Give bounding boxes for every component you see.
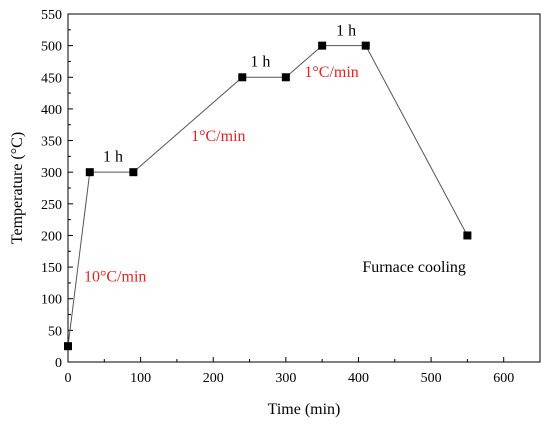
data-point (281, 73, 290, 82)
x-axis-title: Time (min) (268, 401, 341, 418)
x-tick-label: 100 (130, 371, 151, 386)
data-point (64, 342, 72, 351)
x-tick-label: 500 (421, 371, 442, 386)
line-segment (365, 45, 468, 236)
line-segment (133, 76, 243, 173)
y-tick-label: 350 (41, 135, 62, 150)
annotation-label: 1 h (250, 53, 270, 70)
annotations: 1 h 1 h 1 h 10°C/min 1°C/min 1°C/min Furnace c… (84, 22, 466, 285)
data-point (361, 41, 370, 50)
y-tick-label: 250 (41, 198, 62, 213)
data-point (318, 41, 327, 50)
annotation-label: 10°C/min (84, 269, 146, 286)
y-tick-label: 500 (41, 40, 62, 55)
y-tick-label: 450 (41, 71, 62, 86)
y-tick-label: 400 (41, 103, 62, 118)
annotation-label: Furnace cooling (362, 259, 466, 276)
x-tick-label: 200 (203, 371, 224, 386)
annotation-label: 1°C/min (304, 64, 358, 81)
annotation-label: 1 h (336, 22, 356, 39)
data-point (85, 168, 94, 177)
series-line (67, 45, 468, 347)
x-axis: 0 100 200 300 400 500 600 (65, 357, 541, 386)
y-axis: 0 50 100 150 200 250 300 350 400 450 500 550 (41, 8, 73, 371)
y-axis-title: Temperature (°C) (9, 132, 26, 244)
annotation-label: 1 h (103, 148, 123, 165)
y-tick-label: 300 (41, 166, 62, 181)
x-tick-label: 600 (493, 371, 514, 386)
data-point (463, 231, 472, 240)
y-tick-label: 550 (41, 8, 62, 23)
y-tick-label: 150 (41, 261, 62, 276)
series-markers (64, 41, 472, 351)
data-point (129, 168, 138, 177)
data-point (238, 73, 247, 82)
y-tick-label: 0 (55, 356, 62, 371)
line-segment (285, 45, 323, 78)
line-segment (67, 172, 91, 347)
x-tick-label: 400 (348, 371, 369, 386)
x-tick-label: 0 (65, 371, 72, 386)
annotation-label: 1°C/min (191, 128, 245, 145)
y-tick-label: 50 (48, 324, 62, 339)
y-tick-label: 200 (41, 229, 62, 244)
x-tick-label: 300 (275, 371, 296, 386)
y-tick-label: 100 (41, 293, 62, 308)
